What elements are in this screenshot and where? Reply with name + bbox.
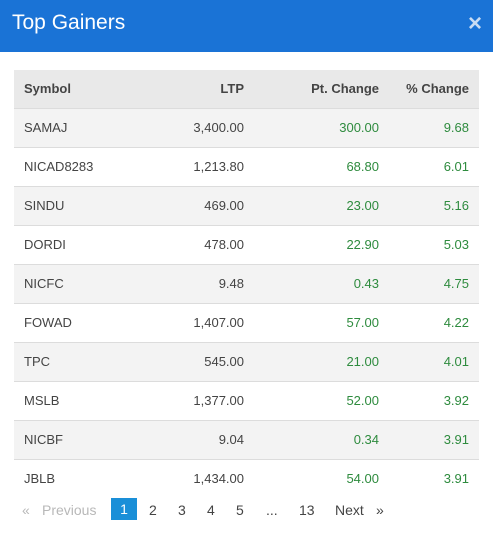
cell-pct-change: 5.03 — [443, 237, 469, 252]
table-row[interactable]: NICFC 9.48 0.43 4.75 — [14, 264, 479, 303]
cell-pt-change: 0.43 — [353, 276, 379, 291]
cell-ltp: 478.00 — [204, 237, 244, 252]
column-header-pt-change[interactable]: Pt. Change — [311, 81, 379, 97]
cell-ltp: 545.00 — [204, 354, 244, 369]
cell-pct-change: 6.01 — [443, 159, 469, 174]
cell-symbol: NICBF — [24, 432, 63, 447]
cell-pt-change: 68.80 — [346, 159, 379, 174]
cell-pct-change: 3.92 — [443, 393, 469, 408]
page-button-5[interactable]: 5 — [236, 502, 244, 518]
table-row[interactable]: FOWAD 1,407.00 57.00 4.22 — [14, 303, 479, 342]
next-button[interactable]: Next — [335, 502, 364, 518]
cell-symbol: DORDI — [24, 237, 66, 252]
cell-symbol: SINDU — [24, 198, 65, 213]
dialog-header: Top Gainers × — [0, 0, 493, 52]
table-row[interactable]: JBLB 1,434.00 54.00 3.91 — [14, 459, 479, 498]
cell-pt-change: 0.34 — [353, 432, 379, 447]
table-row[interactable]: DORDI 478.00 22.90 5.03 — [14, 225, 479, 264]
cell-symbol: MSLB — [24, 393, 60, 408]
table-row[interactable]: MSLB 1,377.00 52.00 3.92 — [14, 381, 479, 420]
cell-ltp: 3,400.00 — [193, 120, 244, 135]
page-button-4[interactable]: 4 — [207, 502, 215, 518]
table-row[interactable]: NICBF 9.04 0.34 3.91 — [14, 420, 479, 459]
cell-symbol: TPC — [24, 354, 50, 369]
page-button-3[interactable]: 3 — [178, 502, 186, 518]
top-gainers-table: Symbol LTP Pt. Change % Change SAMAJ 3,40… — [14, 70, 479, 498]
previous-button[interactable]: Previous — [42, 502, 97, 518]
cell-pct-change: 9.68 — [443, 120, 469, 135]
cell-symbol: JBLB — [24, 471, 56, 487]
table-row[interactable]: NICAD8283 1,213.80 68.80 6.01 — [14, 147, 479, 186]
cell-symbol: NICFC — [24, 276, 64, 291]
first-page-icon[interactable]: « — [22, 502, 30, 518]
table-row[interactable]: SINDU 469.00 23.00 5.16 — [14, 186, 479, 225]
cell-pct-change: 5.16 — [443, 198, 469, 213]
cell-ltp: 1,407.00 — [193, 315, 244, 330]
column-header-pct-change[interactable]: % Change — [406, 81, 469, 97]
cell-pt-change: 21.00 — [346, 354, 379, 369]
cell-ltp: 469.00 — [204, 198, 244, 213]
cell-pct-change: 3.91 — [443, 432, 469, 447]
pagination: « Previous 1 2 3 4 5 ... 13 Next » — [14, 498, 479, 522]
close-icon[interactable]: × — [467, 10, 482, 37]
column-header-ltp[interactable]: LTP — [220, 81, 244, 97]
cell-ltp: 1,213.80 — [193, 159, 244, 174]
cell-pt-change: 23.00 — [346, 198, 379, 213]
dialog-title: Top Gainers — [12, 11, 126, 34]
cell-pt-change: 54.00 — [346, 471, 379, 487]
cell-pt-change: 52.00 — [346, 393, 379, 408]
page-button-13[interactable]: 13 — [299, 502, 315, 518]
cell-symbol: FOWAD — [24, 315, 72, 330]
cell-pt-change: 22.90 — [346, 237, 379, 252]
cell-pct-change: 4.75 — [443, 276, 469, 291]
cell-ltp: 9.04 — [218, 432, 244, 447]
column-header-symbol[interactable]: Symbol — [24, 81, 71, 97]
cell-pct-change: 4.01 — [443, 354, 469, 369]
last-page-icon[interactable]: » — [376, 502, 384, 518]
cell-pt-change: 57.00 — [346, 315, 379, 330]
table-row[interactable]: SAMAJ 3,400.00 300.00 9.68 — [14, 108, 479, 147]
page-button-1[interactable]: 1 — [111, 498, 137, 520]
page-button-2[interactable]: 2 — [149, 502, 157, 518]
cell-symbol: NICAD8283 — [24, 159, 94, 174]
pagination-ellipsis: ... — [266, 502, 278, 518]
table-row[interactable]: TPC 545.00 21.00 4.01 — [14, 342, 479, 381]
cell-ltp: 9.48 — [218, 276, 244, 291]
table-header-row: Symbol LTP Pt. Change % Change — [14, 70, 479, 108]
cell-pct-change: 3.91 — [443, 471, 469, 487]
cell-ltp: 1,377.00 — [193, 393, 244, 408]
cell-pct-change: 4.22 — [443, 315, 469, 330]
cell-symbol: SAMAJ — [24, 120, 68, 135]
cell-ltp: 1,434.00 — [193, 471, 244, 487]
cell-pt-change: 300.00 — [339, 120, 379, 135]
